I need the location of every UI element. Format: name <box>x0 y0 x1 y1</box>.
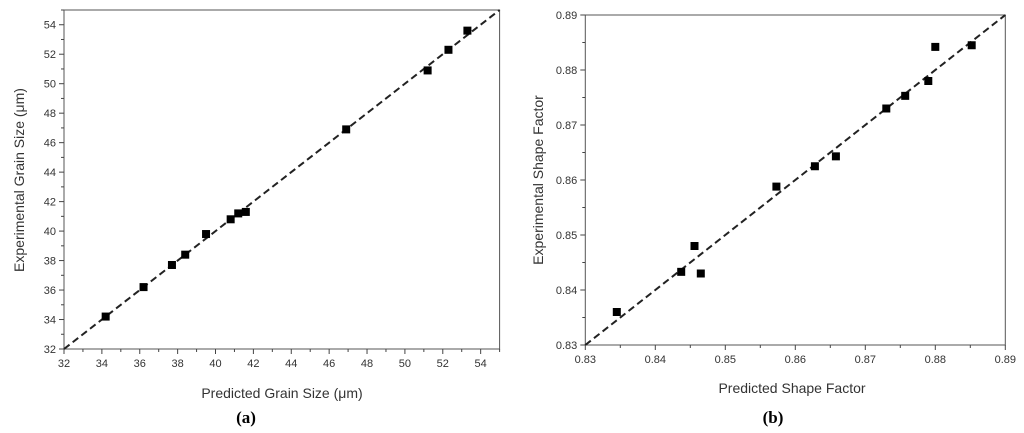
reference-line <box>584 14 1006 346</box>
x-tick-label: 40 <box>209 358 221 370</box>
x-tick-label: 52 <box>437 358 449 370</box>
y-tick-label: 52 <box>44 49 56 61</box>
data-point <box>234 209 243 218</box>
y-tick-label: 48 <box>44 108 56 120</box>
x-axis-label: Predicted Shape Factor <box>718 380 865 396</box>
y-tick-label: 0.85 <box>556 230 577 242</box>
data-point <box>882 104 891 113</box>
x-tick-label: 0.89 <box>995 354 1016 366</box>
data-point <box>463 26 472 35</box>
y-tick-label: 0.87 <box>556 120 577 132</box>
data-point <box>772 182 781 191</box>
chart-panel-a: 32 34 36 38 40 42 44 46 48 50 52 54 32 34 36 38 40 42 44 46… <box>11 9 501 427</box>
y-tick-label: 0.89 <box>556 10 577 22</box>
data-point <box>696 269 705 278</box>
x-tick-label: 0.86 <box>785 354 806 366</box>
x-tick-label: 0.87 <box>855 354 876 366</box>
data-point <box>444 45 453 54</box>
y-tick-label: 54 <box>44 20 56 32</box>
reference-line <box>63 9 501 350</box>
data-point <box>901 91 910 100</box>
y-tick-label: 36 <box>44 285 56 297</box>
data-point <box>101 312 110 321</box>
plot-frame <box>63 9 501 350</box>
chart-panel-b: 0.83 0.84 0.85 0.86 0.87 0.88 0.89 0.83 0.84 0.85… <box>530 10 1016 427</box>
data-point <box>342 125 351 134</box>
data-point <box>181 250 190 259</box>
data-point <box>423 66 432 75</box>
data-point <box>677 267 686 276</box>
x-tick-label: 48 <box>361 358 373 370</box>
x-tick-label: 42 <box>247 358 259 370</box>
x-tick-label: 54 <box>475 358 487 370</box>
x-tick-label: 46 <box>323 358 335 370</box>
data-point <box>612 308 621 316</box>
x-tick-label: 50 <box>399 358 411 370</box>
x-tick-label: 0.88 <box>925 354 946 366</box>
x-tick-label: 34 <box>96 358 108 370</box>
data-point <box>690 242 699 250</box>
y-tick-label: 46 <box>44 138 56 150</box>
y-axis-label: Experimental Grain Size (μm) <box>11 88 27 272</box>
data-point <box>810 162 819 171</box>
y-tick-label: 0.86 <box>556 175 577 187</box>
data-point <box>967 41 976 50</box>
data-point <box>831 152 840 161</box>
data-point <box>241 207 250 216</box>
y-tick-label: 0.84 <box>556 285 577 297</box>
x-tick-label: 0.85 <box>715 354 736 366</box>
y-axis-label: Experimental Shape Factor <box>530 95 546 265</box>
data-point <box>924 77 933 85</box>
y-tick-label: 44 <box>44 167 56 179</box>
data-point <box>226 215 235 224</box>
x-axis-label: Predicted Grain Size (μm) <box>201 385 362 401</box>
y-tick-label: 40 <box>44 226 56 238</box>
panel-label: (a) <box>236 408 256 427</box>
y-tick-label: 32 <box>44 344 56 356</box>
y-tick-label: 0.83 <box>556 340 577 352</box>
y-tick-label: 38 <box>44 256 56 268</box>
y-tick-label: 50 <box>44 79 56 91</box>
x-tick-label: 32 <box>58 358 70 370</box>
x-tick-label: 36 <box>134 358 146 370</box>
data-point <box>931 42 940 51</box>
data-point <box>139 283 148 292</box>
data-point <box>167 260 176 269</box>
y-tick-label: 42 <box>44 197 56 209</box>
data-point <box>202 230 211 239</box>
x-tick-label: 0.84 <box>645 354 666 366</box>
x-tick-label: 38 <box>172 358 184 370</box>
y-tick-label: 0.88 <box>556 65 577 77</box>
y-tick-label: 34 <box>44 315 56 327</box>
panel-label: (b) <box>763 408 784 427</box>
x-tick-label: 44 <box>285 358 297 370</box>
x-tick-label: 0.83 <box>575 354 596 366</box>
